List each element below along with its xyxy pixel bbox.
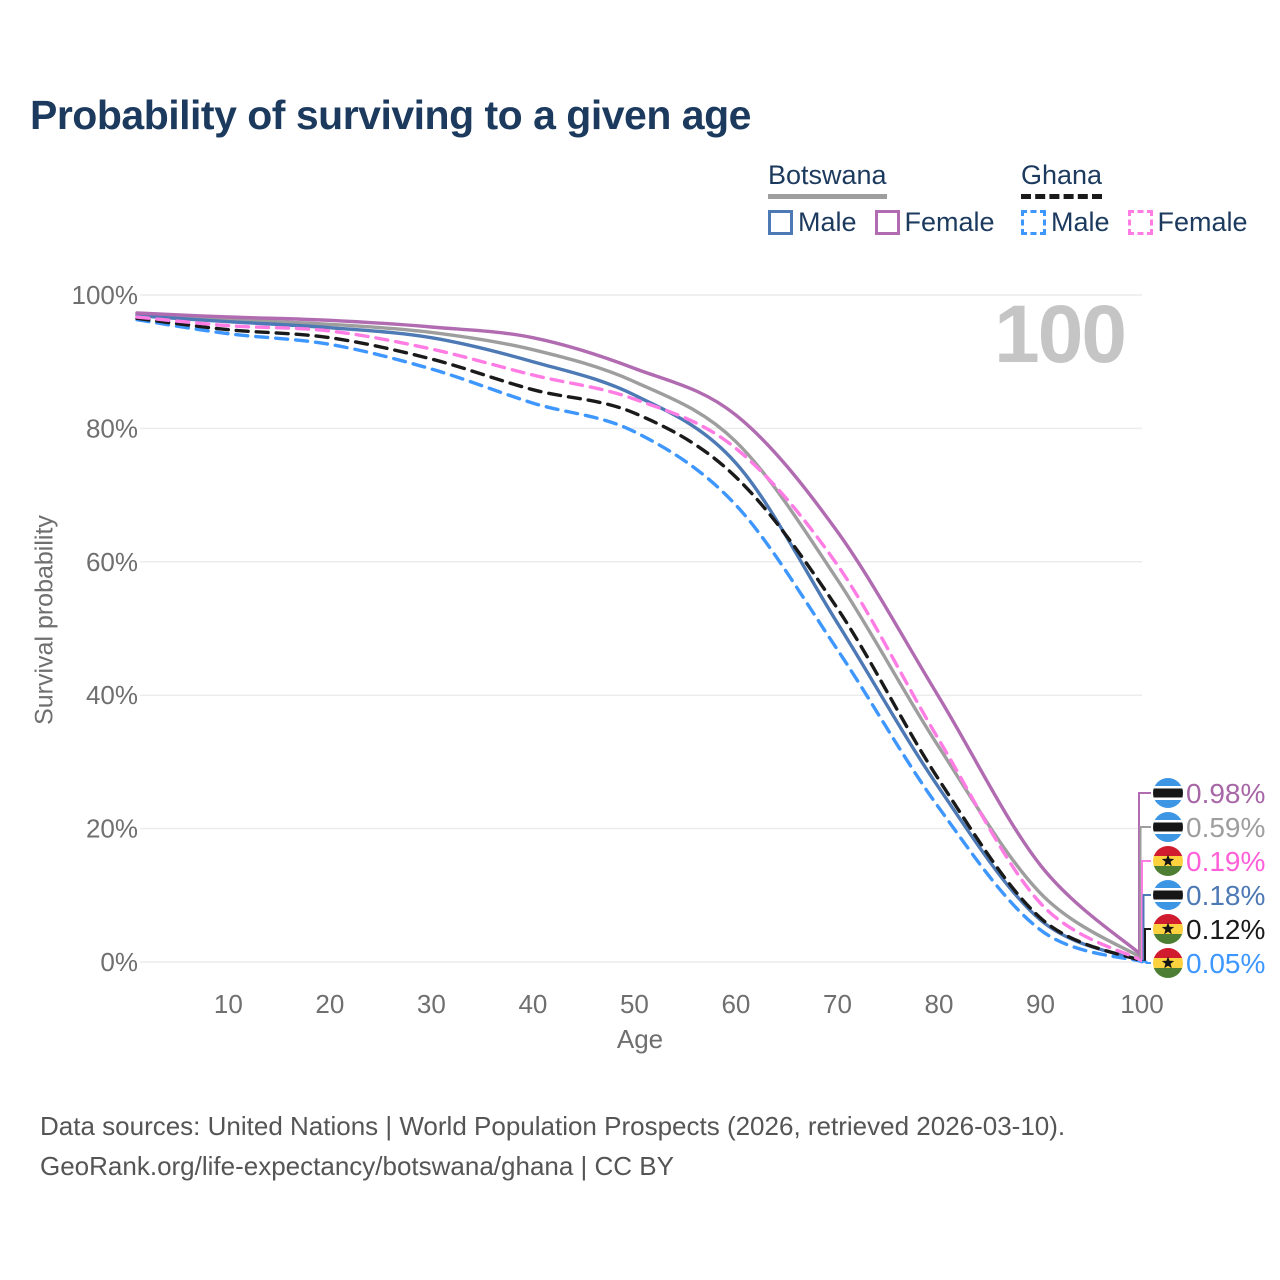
- series-line-ghana-female[interactable]: [135, 315, 1144, 963]
- legend-header-ghana[interactable]: Ghana: [1021, 160, 1103, 199]
- legend-group-ghana: Ghana Male Female: [1021, 160, 1248, 238]
- end-label-connector-ghana-male: [1142, 960, 1151, 964]
- botswana-flag-icon: [1153, 778, 1183, 808]
- botswana-flag-icon: [1153, 812, 1183, 842]
- end-label-connector-ghana-female: [1141, 860, 1151, 961]
- x-tick-label: 90: [1026, 989, 1055, 1019]
- series-line-botswana-female[interactable]: [135, 311, 1144, 958]
- y-tick-label: 80%: [86, 413, 138, 443]
- x-tick-label: 10: [214, 989, 243, 1019]
- x-tick-label: 60: [721, 989, 750, 1019]
- legend-item-label: Male: [1051, 207, 1110, 237]
- y-tick-label: 60%: [86, 547, 138, 577]
- x-tick-label: 50: [620, 989, 649, 1019]
- footer-attribution-line: GeoRank.org/life-expectancy/botswana/gha…: [40, 1151, 674, 1182]
- footer-sources-line: Data sources: United Nations | World Pop…: [40, 1111, 1066, 1141]
- hovered-age-watermark: 100: [994, 289, 1127, 380]
- x-tick-label: 30: [417, 989, 446, 1019]
- legend-group-botswana: Botswana Male Female: [768, 160, 995, 238]
- ghana-flag-icon: [1153, 948, 1183, 978]
- end-label-connector-botswana-male: [1142, 894, 1151, 962]
- series-line-ghana-all[interactable]: [135, 316, 1144, 963]
- series-line-botswana-male[interactable]: [135, 313, 1144, 963]
- y-tick-label: 100%: [72, 280, 139, 310]
- end-value-label-botswana-all: 0.59%: [1186, 812, 1265, 843]
- legend-item-label: Female: [904, 207, 995, 237]
- ghana-flag-icon: [1153, 846, 1183, 876]
- y-tick-label: 20%: [86, 814, 138, 844]
- legend-item-ghana-male[interactable]: Male: [1021, 207, 1110, 238]
- x-tick-label: 100: [1120, 989, 1163, 1019]
- botswana-female-line-swatch-icon: [874, 210, 900, 235]
- series-line-ghana-male[interactable]: [135, 317, 1144, 964]
- legend-item-botswana-female[interactable]: Female: [874, 207, 995, 238]
- end-value-label-ghana-female: 0.19%: [1186, 846, 1265, 877]
- ghana-female-line-swatch-icon: [1127, 210, 1153, 235]
- legend-item-botswana-male[interactable]: Male: [768, 207, 857, 238]
- x-tick-label: 40: [518, 989, 547, 1019]
- x-tick-label: 80: [925, 989, 954, 1019]
- legend-row-ghana: Male Female: [1021, 207, 1248, 238]
- legend-header-botswana[interactable]: Botswana: [768, 160, 887, 199]
- end-value-label-ghana-male: 0.05%: [1186, 948, 1265, 979]
- end-value-label-botswana-male: 0.18%: [1186, 880, 1265, 911]
- x-tick-label: 20: [315, 989, 344, 1019]
- legend-item-label: Female: [1157, 207, 1248, 237]
- y-tick-label: 40%: [86, 680, 138, 710]
- legend-item-ghana-female[interactable]: Female: [1127, 207, 1248, 238]
- ghana-flag-icon: [1153, 914, 1183, 944]
- botswana-flag-icon: [1153, 880, 1183, 910]
- legend-row-botswana: Male Female: [768, 207, 995, 238]
- ghana-male-line-swatch-icon: [1021, 210, 1046, 235]
- x-tick-label: 70: [823, 989, 852, 1019]
- y-tick-label: 0%: [100, 947, 138, 977]
- end-value-label-ghana-all: 0.12%: [1186, 914, 1265, 945]
- footer: Data sources: United Nations | World Pop…: [40, 1106, 1065, 1187]
- legend-item-label: Male: [798, 207, 857, 237]
- end-value-label-botswana-female: 0.98%: [1186, 778, 1265, 809]
- page-title: Probability of surviving to a given age: [30, 92, 751, 138]
- x-axis-title: Age: [616, 1024, 664, 1054]
- botswana-male-line-swatch-icon: [768, 210, 793, 235]
